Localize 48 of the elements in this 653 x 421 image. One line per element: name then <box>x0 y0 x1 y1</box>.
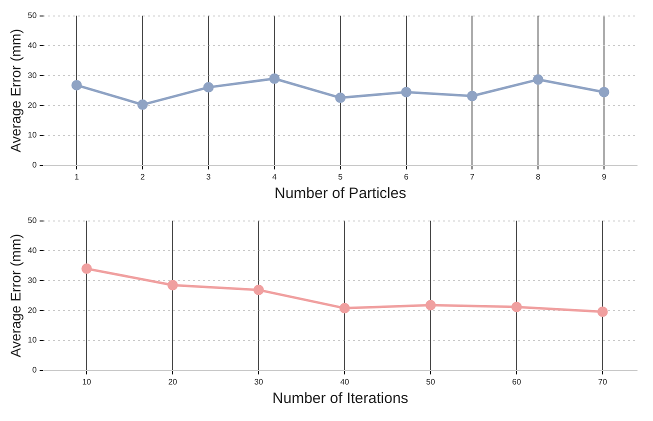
point <box>532 74 544 85</box>
y-axis-title: Average Error (mm) <box>7 234 24 358</box>
y-tick-label: 0 <box>32 366 38 375</box>
x-tick-label: 40 <box>340 377 350 386</box>
point <box>425 300 436 310</box>
x-tick-label: 10 <box>82 377 92 386</box>
point <box>71 80 82 90</box>
y-axis-title: Average Error (mm) <box>7 28 24 152</box>
y-tick-label: 20 <box>28 100 38 110</box>
y-tick-label: 40 <box>28 40 38 50</box>
x-tick-label: 5 <box>338 172 344 182</box>
point <box>137 99 148 110</box>
point <box>167 280 178 290</box>
point <box>598 86 610 98</box>
x-axis-title: Number of Particles <box>274 185 406 202</box>
point <box>597 306 608 318</box>
x-tick-label: 1 <box>74 172 80 182</box>
x-tick-label: 6 <box>404 172 410 182</box>
point <box>511 302 522 312</box>
point <box>269 73 280 84</box>
x-tick-label: 30 <box>254 377 264 386</box>
y-tick-label: 10 <box>28 336 38 345</box>
x-tick-label: 8 <box>536 172 541 182</box>
point <box>466 90 478 102</box>
y-tick-label: 20 <box>28 306 38 315</box>
x-axis-title: Number of Iterations <box>272 390 408 408</box>
x-tick-label: 4 <box>272 172 278 182</box>
x-tick-label: 20 <box>168 377 178 386</box>
y-tick-label: 40 <box>28 246 38 255</box>
y-tick-label: 50 <box>28 11 38 20</box>
y-tick-label: 0 <box>32 160 38 170</box>
y-tick-label: 30 <box>28 276 38 285</box>
y-tick-label: 30 <box>28 70 38 80</box>
point <box>339 302 350 314</box>
x-tick-label: 70 <box>598 377 608 386</box>
x-tick-label: 7 <box>470 172 475 182</box>
x-tick-label: 3 <box>206 172 212 182</box>
point <box>335 92 346 104</box>
x-tick-label: 9 <box>602 172 607 182</box>
point <box>203 82 214 93</box>
point <box>401 86 412 98</box>
point <box>81 263 92 274</box>
point <box>253 284 264 296</box>
x-tick-label: 50 <box>426 377 436 386</box>
y-tick-label: 50 <box>28 216 38 226</box>
x-tick-label: 2 <box>140 172 146 182</box>
x-tick-label: 60 <box>512 377 522 386</box>
y-tick-label: 10 <box>28 130 38 140</box>
